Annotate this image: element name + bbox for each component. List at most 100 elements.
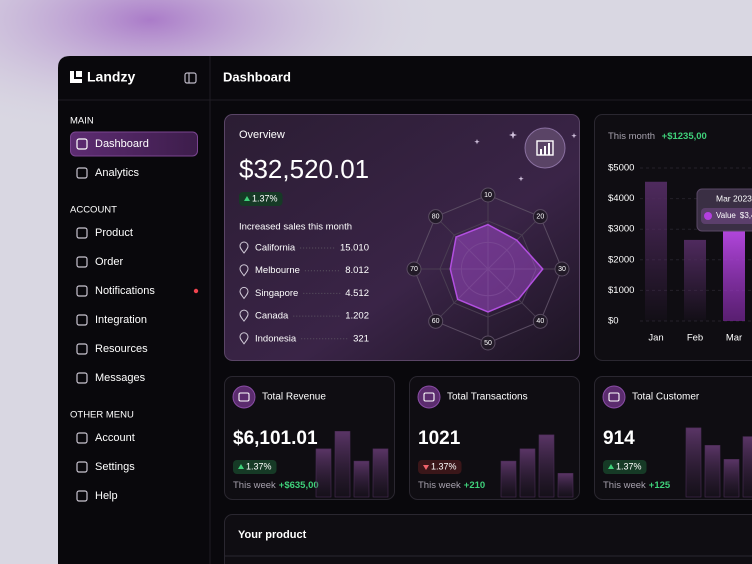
collapse-button[interactable]	[184, 72, 197, 84]
tooltip: Mar 2023 Value $3,400	[696, 188, 752, 232]
stat-card-period: This week +$635,00	[233, 480, 319, 491]
sidebar-item-label: Help	[95, 490, 118, 502]
sidebar-item-label: Dashboard	[95, 138, 149, 150]
trend-arrow	[608, 464, 614, 469]
active-pill	[70, 131, 198, 157]
trend-badge: 1.37%	[233, 460, 277, 474]
monthly-label: This month	[608, 131, 655, 142]
badge-label: 1.37%	[252, 193, 278, 203]
radar-label-bg	[428, 209, 444, 225]
sidebar-icon	[76, 461, 88, 473]
badge-bg	[603, 460, 647, 474]
radar-axis-label: 80	[432, 214, 440, 221]
sidebar-item-label: Product	[95, 227, 133, 239]
period-delta: +125	[649, 480, 671, 491]
sparkles	[474, 131, 577, 182]
product-card	[224, 514, 752, 564]
radar-axis-label: 20	[536, 214, 544, 221]
sidebar-icon	[76, 167, 88, 179]
sidebar-item[interactable]: Notifications	[76, 285, 199, 297]
row-value: 1.202	[345, 311, 369, 322]
stat-card-icon-glyph	[423, 392, 435, 402]
sidebar-icon	[76, 227, 88, 239]
stat-card-icon-glyph	[238, 392, 250, 402]
sidebar-item-label: Messages	[95, 372, 146, 384]
product-title: Your product	[238, 529, 307, 541]
trend-arrow	[423, 465, 429, 470]
stat-card-value: 1021	[418, 428, 461, 449]
radar-area	[449, 223, 544, 313]
radar-axis-label: 10	[484, 192, 492, 199]
period-delta: +$635,00	[279, 480, 319, 491]
radar-axis-label: 40	[536, 318, 544, 325]
spark-bar	[723, 459, 740, 498]
trend-arrow	[238, 464, 244, 469]
sidebar-item-label: Analytics	[95, 167, 140, 179]
overview-amount: $32,520.01	[239, 154, 369, 184]
overview-title: Overview	[239, 129, 285, 141]
x-tick-label: Feb	[687, 333, 703, 344]
tooltip-dot	[704, 212, 712, 220]
badge-label: 1.37%	[616, 461, 642, 471]
row-name: Melbourne	[255, 265, 300, 276]
y-tick-label: $4000	[608, 193, 634, 204]
location-pin	[239, 286, 249, 300]
sidebar-item[interactable]: Analytics	[76, 167, 140, 179]
sidebar-icon	[76, 432, 88, 444]
badge-bg	[233, 460, 277, 474]
badge-label: 1.37%	[246, 461, 272, 471]
sidebar-item-label: Notifications	[95, 285, 155, 297]
tooltip-label: Value $3,400	[716, 211, 752, 220]
y-tick-label: $2000	[608, 254, 634, 265]
radar-label-bg	[406, 261, 422, 277]
overview-subtitle: Increased sales this month	[239, 222, 352, 233]
radar-label-bg	[428, 313, 444, 329]
period-label: This week	[603, 480, 646, 491]
trend-badge: 1.37%	[239, 192, 283, 206]
row-value: 321	[353, 333, 369, 344]
stat-card-period: This week +210	[418, 480, 485, 491]
bar	[684, 239, 706, 321]
sidebar-icon	[76, 138, 88, 150]
sidebar-item[interactable]: Settings	[76, 461, 135, 473]
trend-badge: 1.37%	[418, 460, 462, 474]
sidebar-item-label: Account	[95, 432, 135, 444]
sidebar-item[interactable]: Integration	[76, 314, 147, 326]
trend-arrow	[244, 196, 250, 201]
period-delta: +210	[464, 480, 485, 491]
sidebar-section-label: OTHER MENU	[70, 410, 134, 421]
stat-card-icon-glyph	[608, 392, 620, 402]
notification-dot	[193, 288, 199, 294]
row-name: Indonesia	[255, 333, 297, 344]
sidebar-item[interactable]: Order	[76, 256, 123, 268]
row-name: California	[255, 243, 296, 254]
period-label: This week	[418, 480, 461, 491]
badge-label: 1.37%	[431, 461, 457, 471]
overview-icon	[524, 127, 566, 169]
radar-label-bg	[554, 261, 570, 277]
badge-bg	[239, 192, 283, 206]
sidebar-item[interactable]: Product	[76, 227, 133, 239]
x-tick-label: Jan	[648, 333, 663, 344]
radar-spoke	[487, 268, 541, 322]
spark-bar	[704, 445, 721, 498]
sidebar-item[interactable]: Help	[76, 490, 118, 502]
sidebar-item-label: Resources	[95, 343, 148, 355]
radar-label-bg	[532, 209, 548, 225]
sidebar-item-label: Settings	[95, 461, 135, 473]
sidebar-icon	[76, 285, 88, 297]
x-tick-label: Mar	[726, 333, 742, 344]
sidebar-item[interactable]: Resources	[76, 343, 148, 355]
badge-bg	[418, 460, 462, 474]
radar-axis-label: 30	[558, 266, 566, 273]
sidebar-item[interactable]: Account	[76, 432, 135, 444]
sidebar-item[interactable]: Dashboard	[70, 131, 198, 157]
radar-axis-label: 70	[410, 266, 418, 273]
sidebar-item[interactable]: Messages	[76, 372, 146, 384]
trend-badge: 1.37%	[603, 460, 647, 474]
bar	[723, 216, 745, 321]
spark-bar	[557, 473, 574, 498]
stat-card-icon	[232, 385, 256, 409]
